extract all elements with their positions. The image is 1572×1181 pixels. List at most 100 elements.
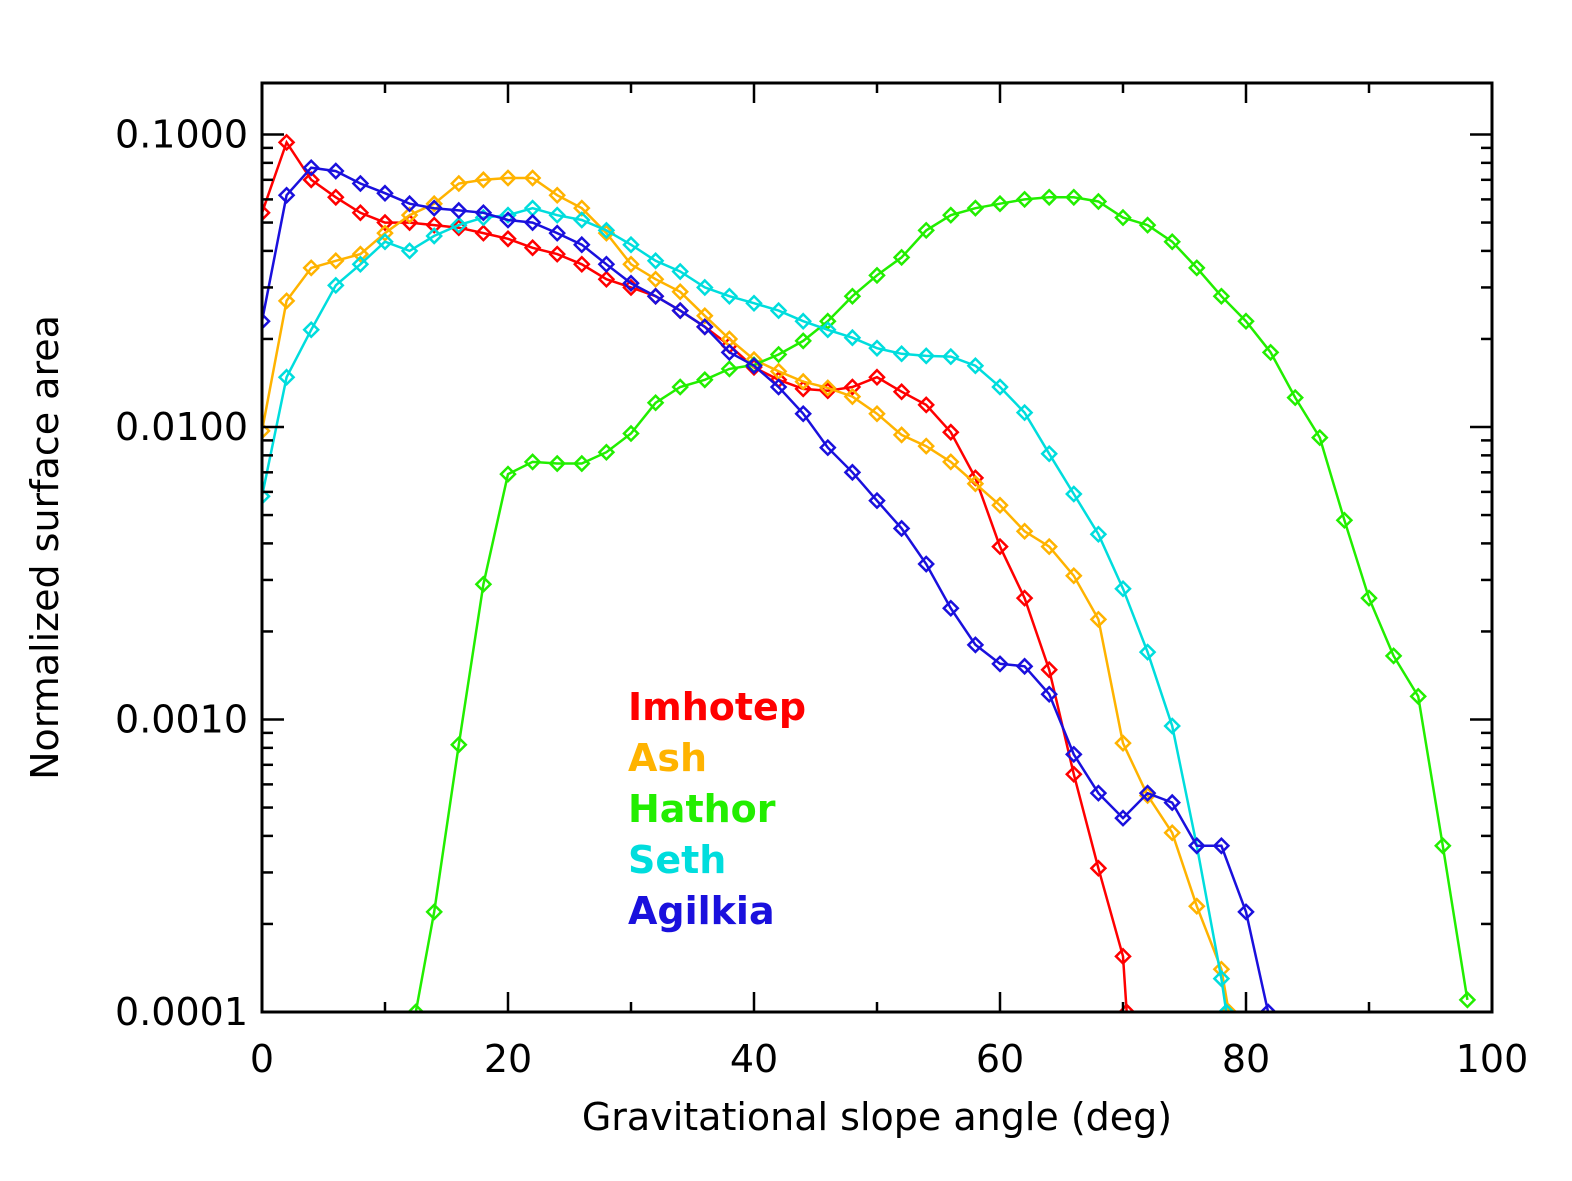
data-point-agilkia: [696, 318, 714, 336]
data-point-agilkia: [474, 204, 493, 222]
data-point-seth: [1089, 525, 1108, 543]
data-point-ash: [819, 379, 837, 397]
data-point-hathor: [622, 424, 640, 443]
data-point-agilkia: [1040, 685, 1058, 704]
data-point-ash: [523, 169, 542, 187]
data-point-hathor: [1384, 647, 1403, 665]
data-point-hathor: [1138, 216, 1157, 234]
legend-entry-imhotep: Imhotep: [628, 685, 806, 729]
data-point-ash: [1089, 610, 1108, 629]
data-point-agilkia: [327, 162, 345, 180]
data-point-hathor: [843, 287, 862, 305]
data-point-hathor: [1311, 428, 1329, 447]
data-point-imhotep: [991, 537, 1009, 556]
data-point-imhotep: [499, 230, 517, 248]
data-point-ash: [302, 259, 320, 277]
data-point-imhotep: [794, 380, 812, 398]
data-point-imhotep: [523, 238, 542, 257]
data-point-seth: [302, 320, 320, 339]
data-point-ash: [327, 252, 345, 270]
data-point-agilkia: [794, 404, 812, 423]
data-point-imhotep: [942, 423, 960, 441]
data-point-hathor: [1434, 837, 1452, 855]
data-point-hathor: [892, 248, 911, 267]
data-point-agilkia: [1065, 745, 1083, 764]
series-agilkia: [262, 158, 1277, 1012]
data-point-imhotep: [450, 218, 468, 237]
data-point-seth: [942, 347, 960, 366]
data-point-ash: [1138, 786, 1157, 805]
data-point-seth: [843, 328, 862, 347]
data-point-seth: [548, 206, 566, 224]
data-point-agilkia: [523, 213, 542, 232]
data-point-seth: [671, 262, 689, 281]
data-point-hathor: [1040, 188, 1058, 207]
data-point-agilkia: [400, 194, 419, 213]
x-tick-label: 0: [250, 1037, 274, 1081]
data-point-seth: [400, 242, 419, 260]
data-point-imhotep: [868, 368, 886, 386]
data-point-hathor: [1163, 232, 1181, 251]
data-point-agilkia: [769, 378, 788, 396]
data-point-hathor: [1114, 208, 1132, 227]
data-point-ash: [794, 372, 812, 391]
data-point-agilkia: [720, 343, 739, 362]
data-point-hathor: [917, 221, 935, 240]
x-tick-label: 60: [976, 1037, 1024, 1081]
data-point-agilkia: [917, 555, 935, 573]
data-point-seth: [1217, 1003, 1236, 1012]
data-point-agilkia: [819, 438, 837, 457]
data-point-hathor: [1458, 991, 1477, 1009]
y-tick-label: 0.0010: [115, 698, 248, 742]
data-point-hathor: [794, 332, 812, 350]
data-point-seth: [696, 278, 714, 297]
data-point-seth: [1065, 485, 1083, 503]
data-point-seth: [720, 287, 739, 305]
data-point-agilkia: [622, 274, 640, 293]
data-point-agilkia: [499, 211, 517, 229]
data-point-ash: [966, 474, 985, 493]
data-point-imhotep: [302, 171, 320, 189]
data-point-ash: [1065, 567, 1083, 585]
data-point-ash: [622, 255, 640, 274]
data-point-seth: [892, 344, 911, 363]
data-point-ash: [843, 387, 862, 406]
data-point-agilkia: [966, 636, 985, 654]
series-layer: [262, 133, 1477, 1012]
data-point-seth: [819, 320, 837, 339]
data-point-hathor: [1089, 192, 1108, 211]
data-point-agilkia: [450, 201, 468, 220]
data-point-seth: [351, 255, 370, 274]
data-point-seth: [1138, 643, 1157, 661]
data-point-hathor: [499, 465, 517, 483]
data-point-agilkia: [548, 224, 566, 242]
data-point-agilkia: [868, 491, 886, 510]
data-point-hathor: [769, 345, 788, 364]
data-point-hathor: [1286, 388, 1304, 407]
data-point-seth: [450, 216, 468, 234]
data-point-ash: [917, 437, 935, 455]
data-point-imhotep: [1065, 765, 1083, 783]
data-point-agilkia: [843, 463, 862, 482]
data-point-seth: [597, 221, 616, 240]
data-point-seth: [1114, 579, 1132, 598]
data-point-agilkia: [376, 184, 394, 202]
data-point-agilkia: [1138, 784, 1157, 802]
series-line-seth: [262, 206, 1228, 1012]
data-point-ash: [499, 169, 517, 187]
data-point-ash: [548, 186, 566, 204]
data-point-hathor: [1335, 511, 1354, 530]
data-point-hathor: [474, 575, 493, 594]
data-point-hathor: [450, 735, 468, 754]
data-point-imhotep: [892, 382, 911, 401]
legend-entry-hathor: Hathor: [628, 787, 776, 831]
data-point-hathor: [1360, 589, 1378, 607]
data-point-hathor: [1212, 287, 1231, 305]
data-point-ash: [1220, 1003, 1238, 1012]
data-point-seth: [425, 227, 443, 245]
data-point-hathor: [671, 378, 689, 396]
data-point-agilkia: [302, 158, 320, 177]
data-point-hathor: [1409, 687, 1427, 706]
data-point-seth: [622, 235, 640, 254]
